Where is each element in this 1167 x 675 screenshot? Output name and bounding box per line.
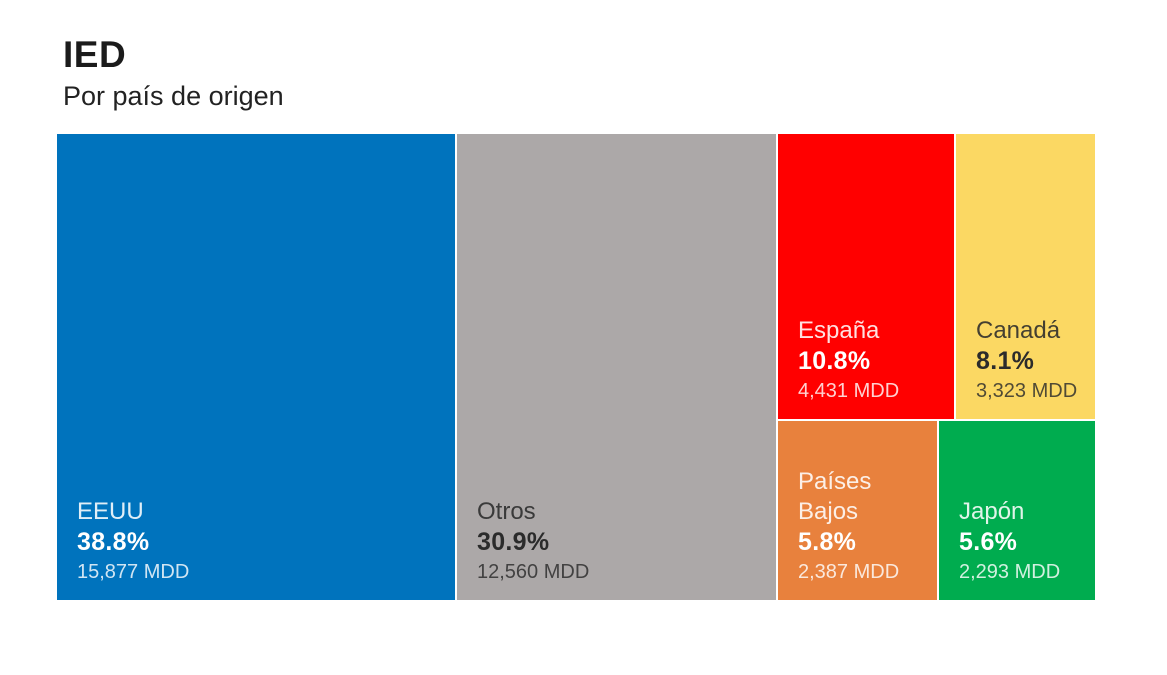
cell-label: Canadá 8.1% 3,323 MDD bbox=[976, 316, 1085, 405]
treemap-row-bottom: Países Bajos 5.8% 2,387 MDD Japón 5.6% 2… bbox=[778, 421, 1095, 600]
cell-percent: 5.8% bbox=[798, 528, 857, 556]
cell-value: 2,293 MDD bbox=[959, 561, 1061, 583]
treemap-cell-eeuu[interactable]: EEUU 38.8% 15,877 MDD bbox=[57, 134, 455, 600]
cell-value: 3,323 MDD bbox=[976, 380, 1078, 402]
cell-percent: 5.6% bbox=[959, 528, 1018, 556]
chart-header: IED Por país de origen bbox=[63, 34, 284, 112]
cell-percent: 30.9% bbox=[477, 528, 550, 556]
cell-country-name: Otros bbox=[477, 498, 536, 525]
treemap-cell-espana[interactable]: España 10.8% 4,431 MDD bbox=[778, 134, 954, 419]
cell-country-name: Países Bajos bbox=[798, 468, 872, 525]
chart-subtitle: Por país de origen bbox=[63, 80, 284, 111]
cell-country-name: España bbox=[798, 317, 880, 344]
cell-value: 4,431 MDD bbox=[798, 380, 900, 402]
cell-country-name: Canadá bbox=[976, 317, 1061, 344]
cell-value: 2,387 MDD bbox=[798, 561, 900, 583]
cell-value: 12,560 MDD bbox=[477, 561, 590, 583]
treemap-row-top: España 10.8% 4,431 MDD Canadá 8.1% 3,323… bbox=[778, 134, 1095, 419]
cell-percent: 38.8% bbox=[77, 528, 150, 556]
treemap-cell-otros[interactable]: Otros 30.9% 12,560 MDD bbox=[457, 134, 776, 600]
treemap-cell-paises-bajos[interactable]: Países Bajos 5.8% 2,387 MDD bbox=[778, 421, 937, 600]
cell-label: Japón 5.6% 2,293 MDD bbox=[959, 497, 1085, 586]
cell-value: 15,877 MDD bbox=[77, 561, 190, 583]
cell-label: España 10.8% 4,431 MDD bbox=[798, 316, 944, 405]
cell-country-name: Japón bbox=[959, 498, 1025, 525]
cell-percent: 8.1% bbox=[976, 347, 1035, 375]
treemap-right-group: España 10.8% 4,431 MDD Canadá 8.1% 3,323… bbox=[778, 134, 1095, 600]
chart-title: IED bbox=[63, 34, 127, 75]
cell-country-name: EEUU bbox=[77, 498, 144, 525]
cell-label: Otros 30.9% 12,560 MDD bbox=[477, 497, 766, 586]
cell-label: EEUU 38.8% 15,877 MDD bbox=[77, 497, 445, 586]
treemap-cell-japon[interactable]: Japón 5.6% 2,293 MDD bbox=[939, 421, 1095, 600]
cell-label: Países Bajos 5.8% 2,387 MDD bbox=[798, 467, 927, 586]
treemap-cell-canada[interactable]: Canadá 8.1% 3,323 MDD bbox=[956, 134, 1095, 419]
treemap-chart: EEUU 38.8% 15,877 MDD Otros 30.9% 12,560… bbox=[57, 134, 1095, 600]
cell-percent: 10.8% bbox=[798, 347, 871, 375]
